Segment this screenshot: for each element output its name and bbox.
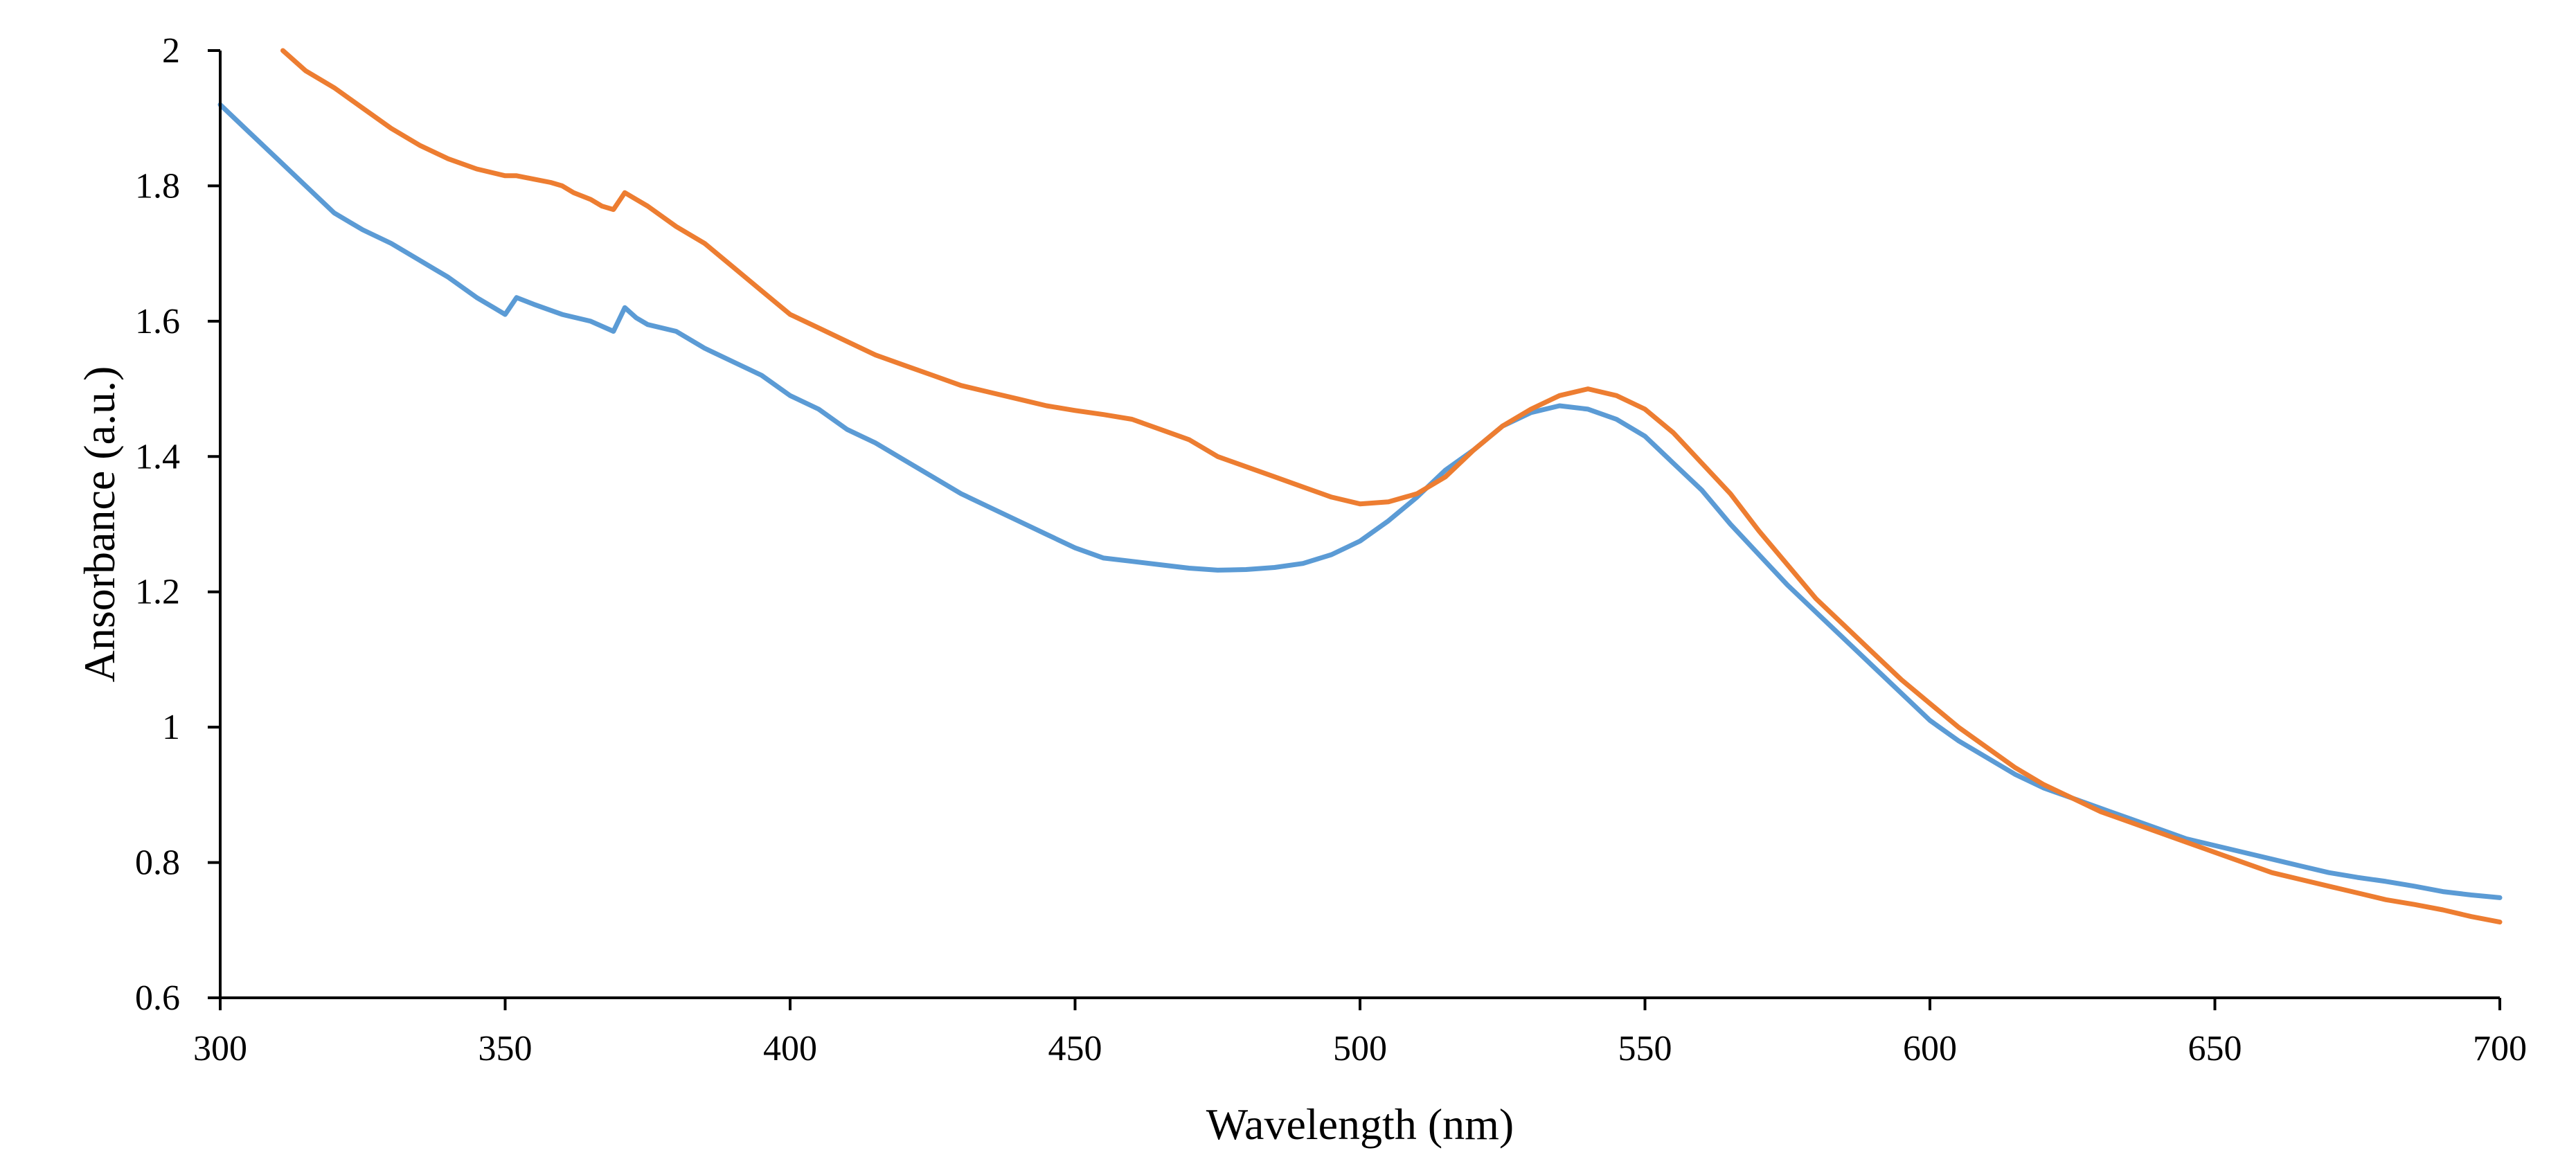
y-tick-label: 1 (162, 708, 180, 747)
x-tick-label: 400 (763, 1029, 817, 1068)
series-layer (217, 48, 2503, 925)
x-tick-label: 700 (2473, 1029, 2527, 1068)
y-tick-label: 2 (162, 31, 180, 71)
x-tick-label: 450 (1048, 1029, 1102, 1068)
x-tick-label: 600 (1903, 1029, 1957, 1068)
x-tick-label: 350 (478, 1029, 533, 1068)
x-axis-ticks: 300 350 400 450 500 550 600 650 700 (193, 998, 2527, 1068)
y-axis-ticks: 0.6 0.8 1 1.2 1.4 1.6 1.8 2 (135, 31, 220, 1018)
x-tick-label: 500 (1333, 1029, 1387, 1068)
series-2-line (280, 48, 2503, 925)
y-tick-label: 1.4 (135, 437, 180, 476)
y-tick-label: 0.6 (135, 978, 180, 1018)
y-tick-label: 1.2 (135, 573, 180, 612)
x-tick-label: 550 (1618, 1029, 1672, 1068)
series-1-line (217, 102, 2503, 900)
y-tick-label: 1.6 (135, 302, 180, 341)
y-tick-label: 0.8 (135, 843, 180, 883)
x-axis-title: Wavelength (nm) (1206, 1100, 1514, 1149)
y-axis-title: Ansorbance (a.u.) (75, 366, 124, 683)
y-tick-label: 1.8 (135, 166, 180, 206)
x-tick-label: 300 (193, 1029, 247, 1068)
plot-area: 0.6 0.8 1 1.2 1.4 1.6 1.8 2 300 350 400 450 500 550 6… (135, 31, 2527, 1068)
x-tick-label: 650 (2188, 1029, 2242, 1068)
